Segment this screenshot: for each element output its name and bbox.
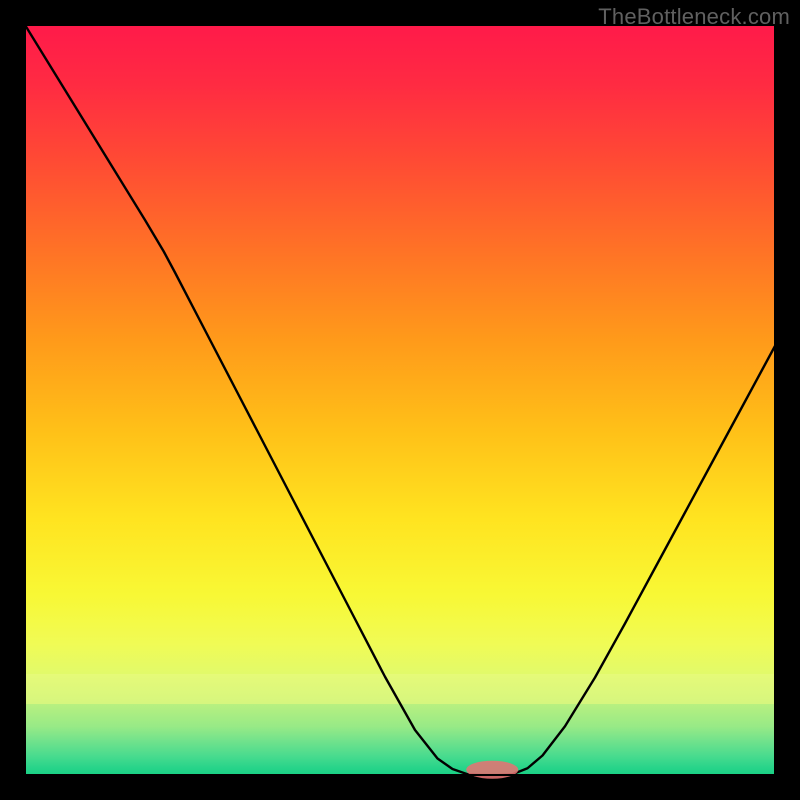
bottleneck-chart: TheBottleneck.com	[0, 0, 800, 800]
plot-background	[25, 25, 775, 775]
optimal-zone-marker	[466, 761, 518, 779]
watermark-text: TheBottleneck.com	[598, 4, 790, 30]
chart-svg	[0, 0, 800, 800]
